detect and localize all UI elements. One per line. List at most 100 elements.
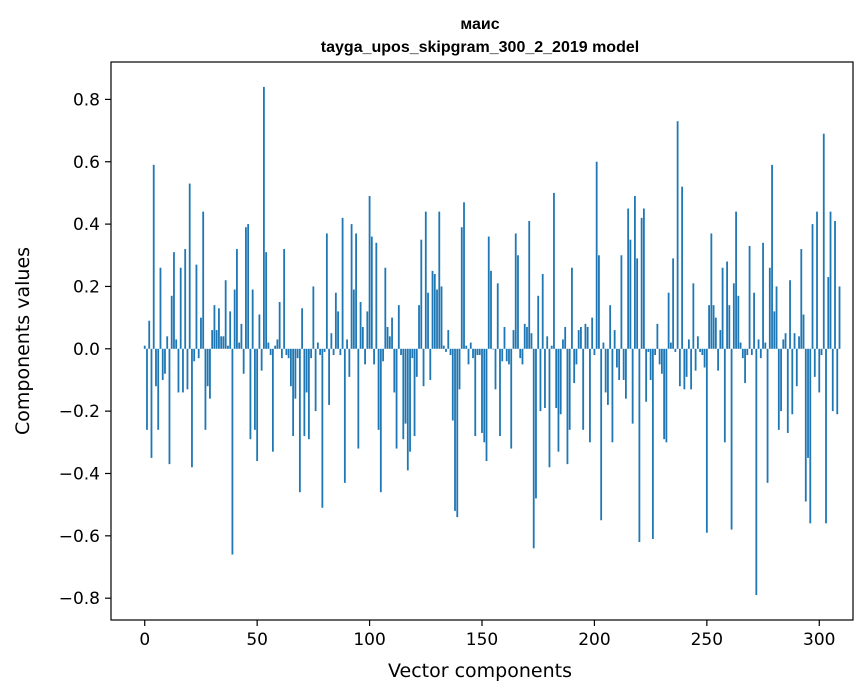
bar	[807, 348, 809, 458]
bar	[642, 208, 645, 349]
bar	[352, 289, 355, 349]
bar	[377, 348, 380, 430]
bar	[759, 348, 762, 359]
bar	[535, 348, 537, 499]
bar	[685, 348, 688, 377]
y-tick-label: 0.2	[73, 277, 100, 297]
bar	[836, 348, 839, 415]
bar	[305, 348, 308, 393]
bar	[622, 348, 625, 380]
bar	[148, 320, 151, 349]
bar	[723, 348, 726, 443]
bar	[451, 348, 454, 421]
bar	[541, 273, 544, 349]
bar	[465, 345, 468, 349]
bar	[456, 348, 459, 518]
bar	[319, 348, 322, 356]
bar	[161, 348, 164, 380]
bar	[692, 283, 695, 349]
y-tick-label: 0.4	[73, 215, 100, 235]
bar	[357, 348, 360, 449]
bar	[631, 348, 634, 424]
bar	[274, 345, 277, 349]
bar	[793, 333, 796, 349]
bar	[249, 348, 252, 440]
bar	[555, 348, 558, 409]
bar	[397, 305, 400, 349]
bar	[146, 348, 148, 430]
bar	[775, 286, 778, 349]
bar	[750, 348, 753, 356]
bar	[804, 348, 807, 502]
bar	[721, 267, 724, 349]
bar	[418, 305, 420, 349]
bar	[571, 267, 573, 349]
bar	[683, 348, 686, 390]
bar	[343, 348, 346, 483]
bar	[310, 348, 313, 359]
bar	[445, 348, 447, 352]
bar	[236, 249, 238, 349]
bar	[386, 326, 389, 349]
bar	[762, 242, 764, 349]
bar	[730, 348, 733, 530]
x-tick-label: 50	[246, 630, 268, 650]
bar	[276, 339, 279, 349]
bar	[782, 339, 785, 349]
bar	[325, 233, 328, 349]
chart-title: маис	[460, 16, 499, 33]
bar	[681, 186, 684, 349]
bar	[460, 227, 463, 349]
bar	[218, 308, 220, 349]
bar	[177, 348, 180, 393]
bar	[517, 255, 519, 349]
bar	[496, 283, 499, 349]
bar	[744, 348, 746, 384]
bar	[294, 348, 297, 399]
bar	[593, 348, 596, 356]
bar	[512, 330, 515, 349]
bar	[748, 245, 751, 349]
bar	[580, 326, 582, 349]
bar	[440, 286, 443, 349]
bar	[719, 330, 722, 349]
bar	[415, 348, 418, 377]
bar	[314, 348, 317, 412]
bar	[238, 342, 241, 349]
bar	[334, 292, 337, 349]
bar	[339, 348, 342, 356]
bar	[332, 348, 335, 356]
bar	[638, 348, 641, 543]
bar	[323, 348, 326, 352]
bar	[696, 336, 699, 349]
bar	[611, 348, 614, 443]
bar	[532, 348, 535, 549]
bar	[409, 348, 411, 452]
bar	[598, 255, 600, 349]
x-axis-label: Vector components	[388, 660, 572, 682]
bar	[678, 348, 681, 387]
bar	[413, 348, 416, 437]
bar	[337, 311, 339, 349]
bar	[258, 314, 261, 349]
bar	[825, 348, 827, 524]
bar	[780, 348, 782, 412]
bar	[609, 305, 612, 349]
bar	[694, 348, 697, 371]
y-tick-label: −0.8	[59, 589, 100, 609]
bar	[607, 348, 609, 405]
bar	[328, 348, 330, 405]
bar	[550, 345, 553, 349]
bar	[829, 211, 832, 349]
bar	[467, 348, 470, 365]
bar	[564, 326, 567, 349]
bar	[618, 348, 621, 380]
bar	[449, 348, 452, 356]
bar	[521, 348, 524, 365]
bar	[708, 305, 710, 349]
bar	[514, 233, 517, 349]
bar	[687, 339, 690, 349]
bar	[510, 348, 513, 449]
bar	[647, 348, 650, 352]
bar	[370, 236, 373, 349]
